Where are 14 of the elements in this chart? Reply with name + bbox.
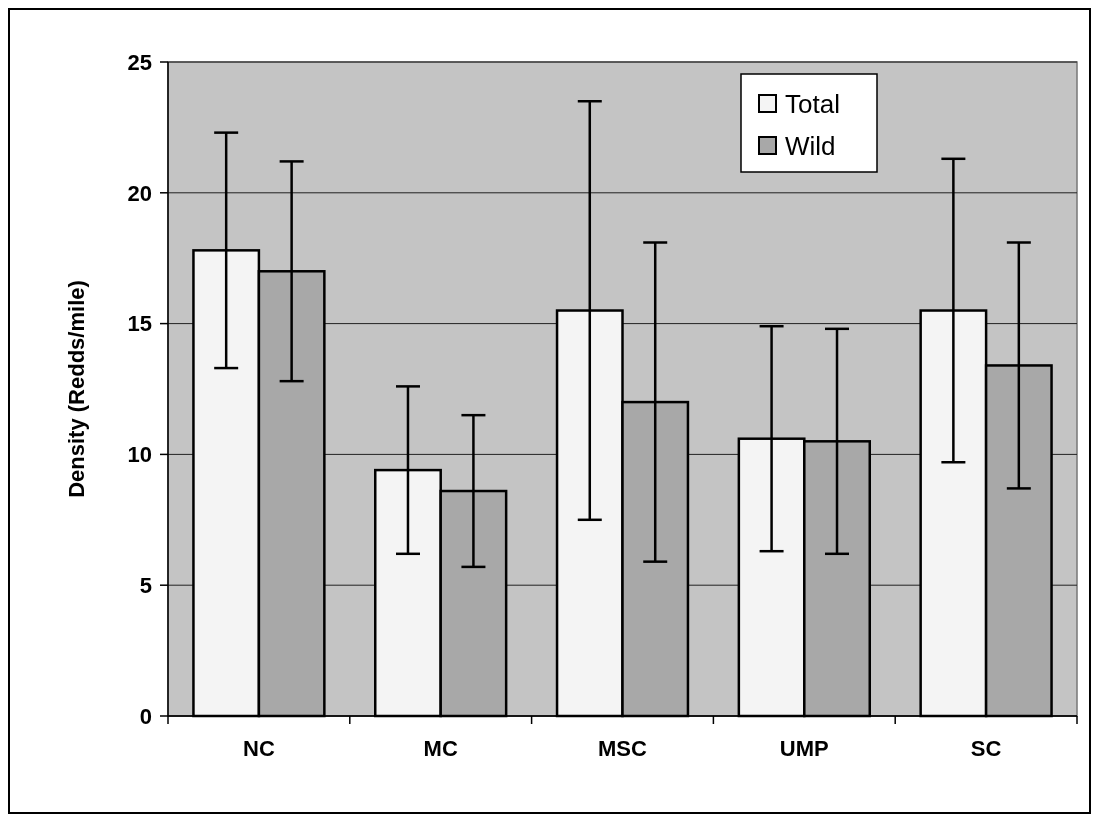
y-axis-title: Density (Redds/mile) xyxy=(64,280,89,498)
y-tick-label: 20 xyxy=(127,180,152,206)
y-tick-label: 15 xyxy=(127,311,152,337)
y-tick-label: 5 xyxy=(139,572,152,598)
legend-label: Total xyxy=(785,89,840,120)
x-tick-label: UMP xyxy=(779,736,829,761)
y-tick-label: 10 xyxy=(127,442,152,468)
x-tick-label: MSC xyxy=(598,736,648,761)
legend-label: Wild xyxy=(785,131,836,162)
y-tick-label: 25 xyxy=(127,49,152,75)
y-tick-label: 0 xyxy=(139,703,152,729)
x-tick-label: MC xyxy=(423,736,458,761)
x-tick-label: SC xyxy=(970,736,1002,761)
x-tick-label: NC xyxy=(243,736,275,761)
